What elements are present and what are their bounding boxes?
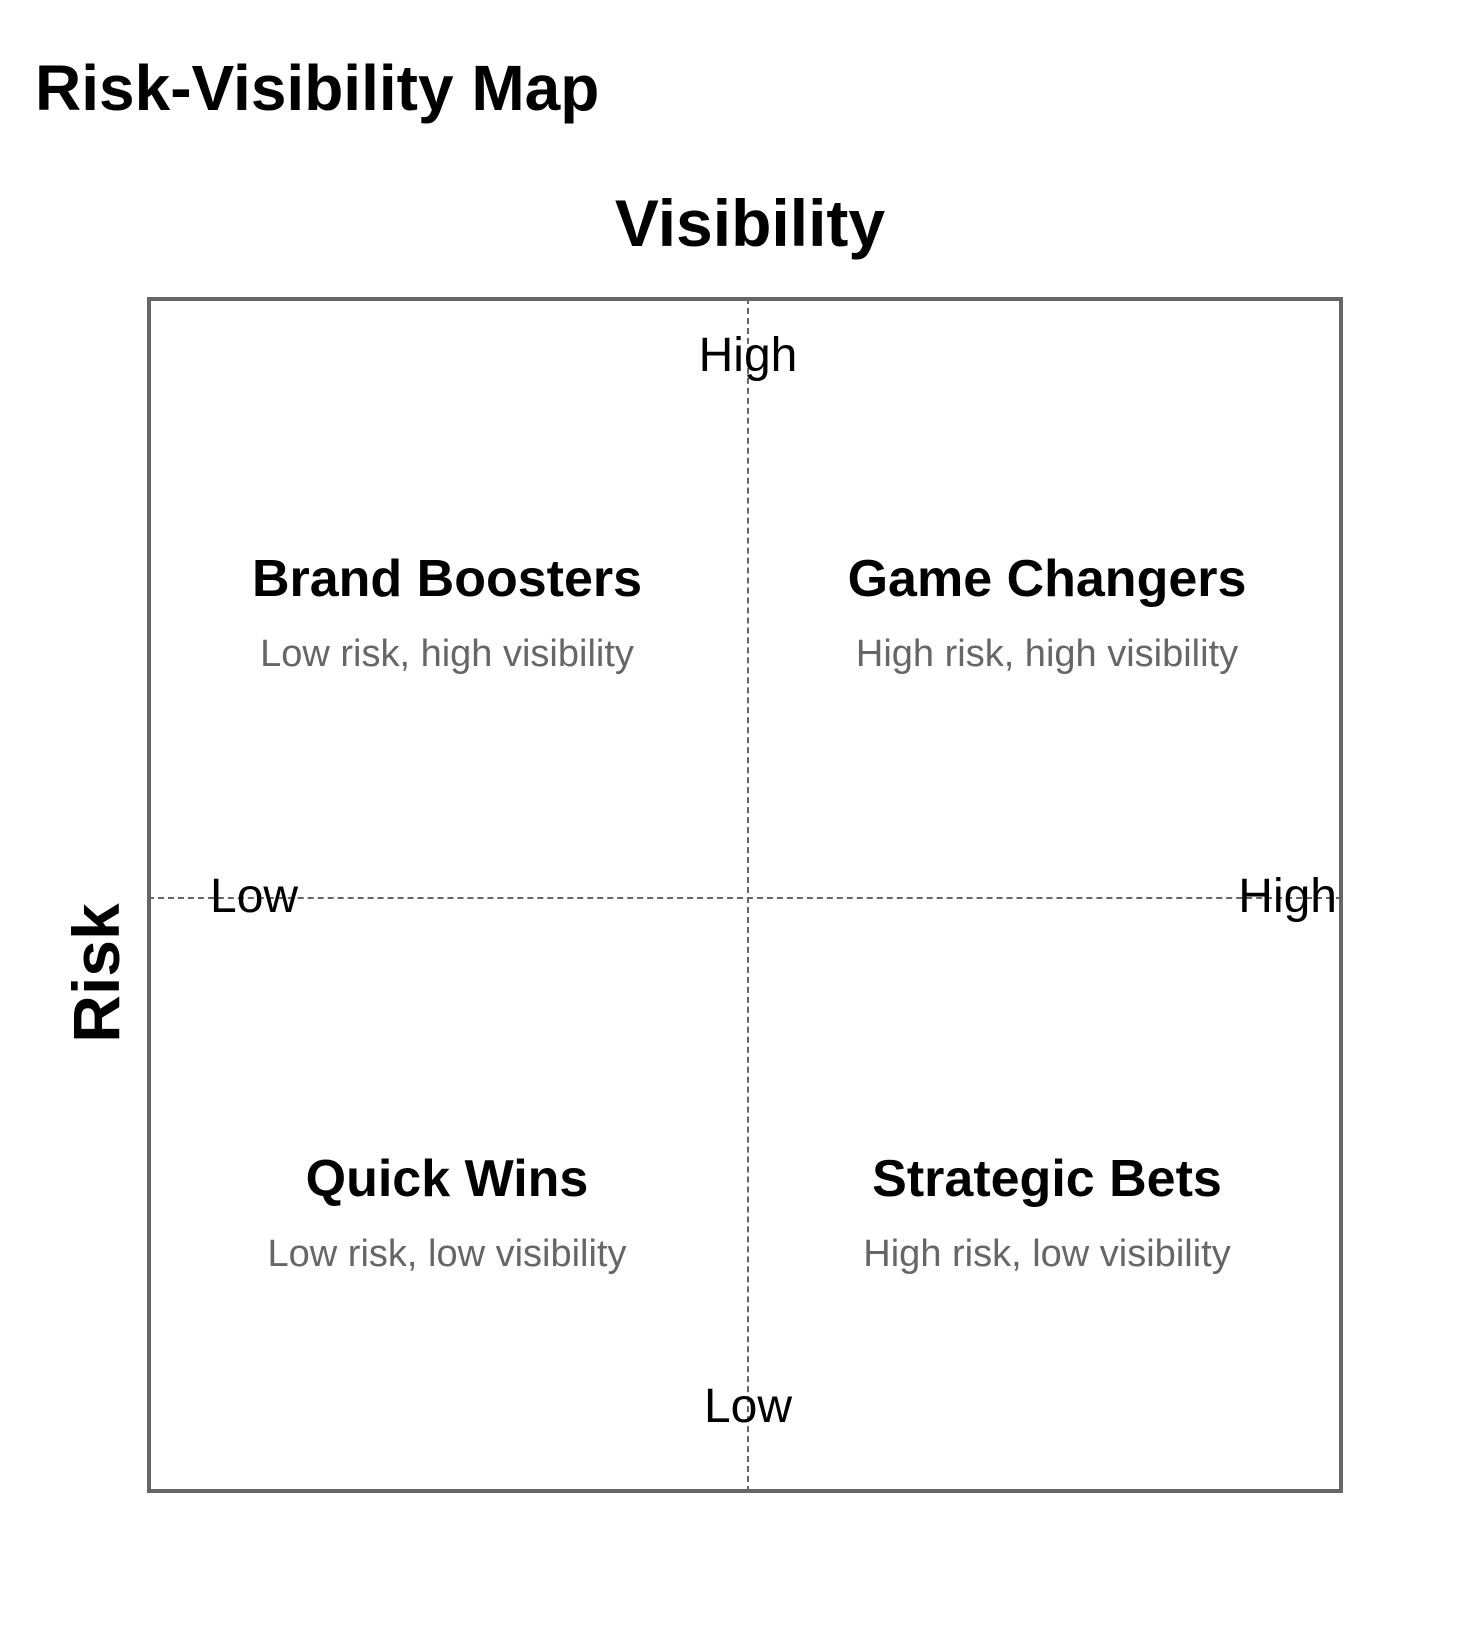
axis-label-right-high: High bbox=[1238, 870, 1337, 923]
quadrant-description: Low risk, low visibility bbox=[267, 1233, 627, 1275]
quadrant-frame bbox=[147, 297, 1343, 1493]
page-title: Risk-Visibility Map bbox=[35, 52, 600, 124]
quadrant-title: Brand Boosters bbox=[251, 550, 643, 608]
quadrant-description: High risk, low visibility bbox=[863, 1233, 1231, 1275]
quadrant-title: Quick Wins bbox=[305, 1150, 589, 1208]
horizontal-divider bbox=[148, 897, 1342, 899]
quadrant-description: Low risk, high visibility bbox=[260, 633, 634, 675]
visibility-axis-title: Visibility bbox=[614, 186, 886, 260]
vertical-divider bbox=[747, 298, 749, 1492]
risk-axis-title: Risk bbox=[59, 903, 133, 1043]
quadrant-description: High risk, high visibility bbox=[855, 633, 1239, 675]
quadrant-title: Strategic Bets bbox=[872, 1150, 1222, 1208]
axis-label-bottom-low: Low bbox=[703, 1380, 793, 1433]
axis-label-top-high: High bbox=[698, 329, 798, 382]
quadrant-title: Game Changers bbox=[847, 550, 1247, 608]
axis-label-left-low: Low bbox=[210, 870, 299, 923]
